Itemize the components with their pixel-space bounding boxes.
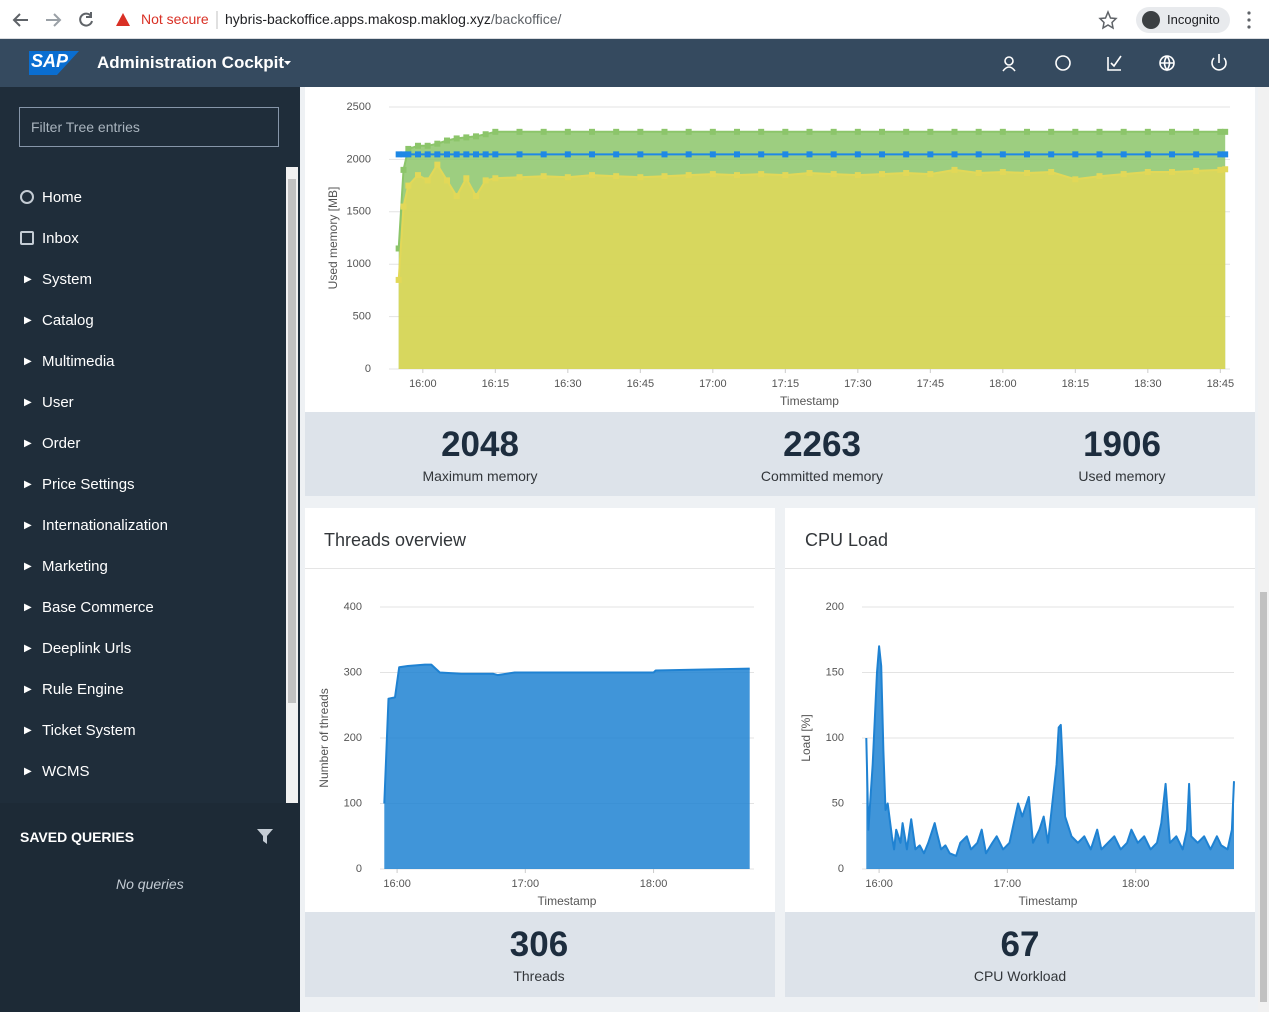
divider xyxy=(785,568,1255,569)
cpu-stats xyxy=(785,912,1255,997)
browser-toolbar: Not secure hybris-backoffice.apps.makosp… xyxy=(0,0,1269,39)
page-scrollbar xyxy=(1258,87,1269,1012)
tree-caret[interactable]: ▶ xyxy=(24,438,32,449)
tree-caret[interactable]: ▶ xyxy=(24,356,32,367)
tree-icon[interactable] xyxy=(20,190,34,204)
tree-caret[interactable]: ▶ xyxy=(24,315,32,326)
tree-item[interactable]: Home xyxy=(42,189,83,206)
filter-icon[interactable] xyxy=(256,827,274,845)
tree-caret[interactable]: ▶ xyxy=(24,274,32,285)
main-area xyxy=(300,87,1258,1012)
tree-item[interactable]: User xyxy=(42,394,74,411)
logo-text: SAP xyxy=(31,51,69,71)
memory-panel xyxy=(305,87,1255,412)
stat-label: Committed memory xyxy=(760,468,884,484)
bookmark-icon[interactable] xyxy=(1098,10,1118,30)
user-icon-body[interactable] xyxy=(1002,66,1016,72)
url-host: hybris-backoffice.apps.makosp.maklog.xyz xyxy=(225,11,491,27)
browser-icons xyxy=(12,5,1251,33)
divider xyxy=(305,568,775,569)
tree-item[interactable]: Inbox xyxy=(42,230,79,247)
back-button[interactable] xyxy=(12,13,28,27)
tree-item[interactable]: Multimedia xyxy=(42,353,115,370)
scrollbar-thumb[interactable] xyxy=(288,179,296,703)
menu-dot[interactable] xyxy=(1247,25,1251,29)
logo-shape xyxy=(29,51,79,75)
tree-caret[interactable]: ▶ xyxy=(24,725,32,736)
tree-caret[interactable]: ▶ xyxy=(24,684,32,695)
threads-panel xyxy=(305,508,775,912)
tree-item[interactable]: Order xyxy=(42,435,81,452)
warning-icon xyxy=(116,13,130,26)
logout-icon[interactable] xyxy=(1211,54,1227,71)
security-label: Not secure xyxy=(141,11,209,27)
tree-item[interactable]: Deeplink Urls xyxy=(42,640,132,657)
app-title[interactable]: Administration Cockpit xyxy=(97,53,285,72)
stat-value: 67 xyxy=(1000,925,1040,964)
stat-label: Maximum memory xyxy=(422,468,538,484)
filter-input[interactable]: Filter Tree entries xyxy=(19,107,279,147)
tree-caret[interactable]: ▶ xyxy=(24,561,32,572)
stat-label: Used memory xyxy=(1078,468,1166,484)
tree-item[interactable]: Price Settings xyxy=(42,476,135,493)
cpu-panel xyxy=(785,508,1255,912)
saved-queries-title: SAVED QUERIES xyxy=(20,829,135,845)
profile-pill[interactable] xyxy=(1136,7,1230,33)
tree-item[interactable]: Catalog xyxy=(42,312,94,329)
globe-lines xyxy=(1160,55,1174,72)
dropdown-caret[interactable] xyxy=(284,61,291,65)
tree-caret[interactable]: ▶ xyxy=(24,479,32,490)
reload-button[interactable] xyxy=(79,12,93,27)
tree-item[interactable]: Base Commerce xyxy=(42,599,154,616)
threads-stats xyxy=(305,912,775,997)
memory-stats xyxy=(305,412,1255,496)
app-header: SAP Administration Cockpit xyxy=(0,39,1269,87)
stat-label: Threads xyxy=(513,968,565,984)
user-icon[interactable] xyxy=(1004,56,1014,66)
stat-value: 2048 xyxy=(441,425,519,464)
incognito-icon xyxy=(1142,11,1160,29)
tree-caret[interactable]: ▶ xyxy=(24,602,32,613)
profile-label: Incognito xyxy=(1167,12,1220,27)
tree-item[interactable]: Internationalization xyxy=(42,517,168,534)
stat-value: 2263 xyxy=(783,425,861,464)
tasks-icon[interactable] xyxy=(1107,55,1122,71)
sidebar: Filter Tree entries Home Inbox ▶ System ▶ Cat… xyxy=(0,87,300,1012)
stat-value: 306 xyxy=(509,925,569,964)
tree-item[interactable]: System xyxy=(42,271,93,288)
forward-button[interactable] xyxy=(46,13,62,27)
stat-value: 1906 xyxy=(1083,425,1161,464)
tree-caret[interactable]: ▶ xyxy=(24,520,32,531)
no-queries: No queries xyxy=(116,876,184,892)
tree-caret[interactable]: ▶ xyxy=(24,766,32,777)
tree-caret[interactable]: ▶ xyxy=(24,643,32,654)
tree-item[interactable]: Marketing xyxy=(42,558,108,575)
header-icons xyxy=(29,51,1227,75)
help-icon[interactable] xyxy=(1055,55,1071,71)
stat-label: CPU Workload xyxy=(973,968,1067,984)
tree: Home Inbox ▶ System ▶ Catalog ▶ Multimedia ▶ User… xyxy=(0,165,284,803)
saved-queries: SAVED QUERIES No queries xyxy=(0,803,300,1012)
tree-item[interactable]: WCMS xyxy=(42,763,90,780)
menu-dot[interactable] xyxy=(1247,11,1251,15)
url[interactable]: hybris-backoffice.apps.makosp.maklog.xyz… xyxy=(225,11,561,27)
tree-caret[interactable]: ▶ xyxy=(24,397,32,408)
tree-item[interactable]: Rule Engine xyxy=(42,681,124,698)
url-box[interactable] xyxy=(104,5,1124,33)
tree-icon[interactable] xyxy=(20,231,34,245)
tree-item[interactable]: Ticket System xyxy=(42,722,136,739)
menu-dot[interactable] xyxy=(1247,18,1251,22)
filter-placeholder: Filter Tree entries xyxy=(31,119,140,135)
url-path: /backoffice/ xyxy=(490,11,562,27)
scrollbar-track xyxy=(286,167,298,803)
page-scrollbar-thumb[interactable] xyxy=(1260,592,1267,1002)
